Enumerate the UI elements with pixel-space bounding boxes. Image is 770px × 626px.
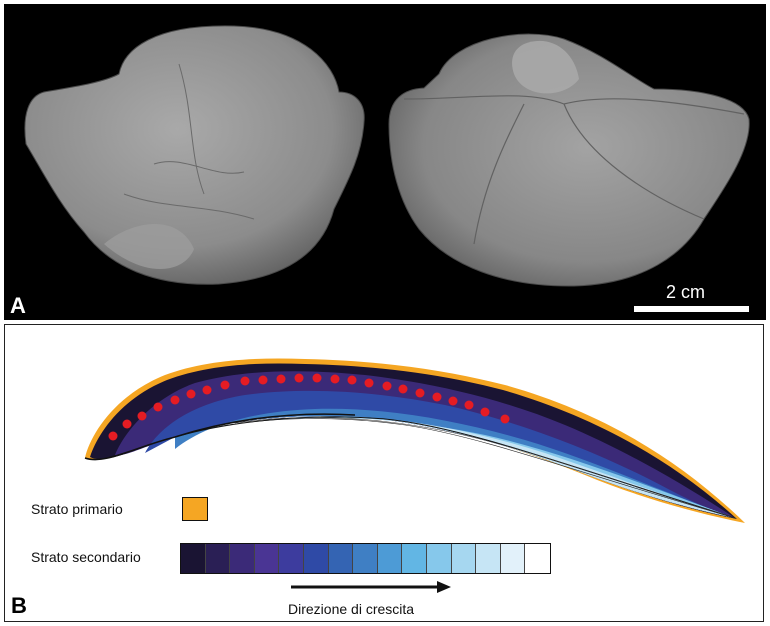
- secondary-swatch-cell: [205, 544, 231, 573]
- panel-b-diagram: Strato primario Strato secondario Direzi…: [4, 324, 764, 622]
- red-dot: [202, 385, 212, 395]
- legend-primary-label: Strato primario: [31, 501, 123, 517]
- red-dot: [432, 392, 442, 402]
- red-dot-series: [108, 373, 510, 441]
- growth-direction-arrow: [291, 581, 451, 593]
- red-dot: [382, 381, 392, 391]
- secondary-swatch-cell: [181, 544, 206, 573]
- shell-cross-section: [84, 358, 745, 523]
- red-dot: [448, 396, 458, 406]
- secondary-swatch-cell: [451, 544, 477, 573]
- red-dot: [153, 402, 163, 412]
- secondary-swatch-cell: [525, 544, 550, 573]
- red-dot: [240, 376, 250, 386]
- secondary-swatch-cell: [402, 544, 427, 573]
- secondary-swatch-cell: [230, 544, 255, 573]
- scale-bar-label: 2 cm: [666, 282, 706, 302]
- red-dot: [122, 419, 132, 429]
- red-dot: [398, 384, 408, 394]
- red-dot: [294, 373, 304, 383]
- secondary-swatch-cell: [303, 544, 329, 573]
- red-dot: [330, 374, 340, 384]
- legend-secondary-label: Strato secondario: [31, 549, 141, 565]
- secondary-swatch-cell: [279, 544, 304, 573]
- red-dot: [276, 374, 286, 384]
- red-dot: [500, 414, 510, 424]
- red-dot: [258, 375, 268, 385]
- fossil-specimens: [24, 25, 750, 287]
- red-dot: [170, 395, 180, 405]
- secondary-swatch-cell: [377, 544, 403, 573]
- red-dot: [364, 378, 374, 388]
- panel-letter-b: B: [11, 593, 27, 618]
- red-dot: [312, 373, 322, 383]
- secondary-swatch-cell: [426, 544, 452, 573]
- red-dot: [415, 388, 425, 398]
- red-dot: [347, 375, 357, 385]
- red-dot: [108, 431, 118, 441]
- red-dot: [220, 380, 230, 390]
- panel-a-photo: A 2 cm: [4, 4, 766, 320]
- secondary-swatch-cell: [353, 544, 378, 573]
- red-dot: [480, 407, 490, 417]
- growth-direction-label: Direzione di crescita: [288, 601, 415, 617]
- scale-bar: [634, 306, 749, 312]
- secondary-swatch-cell: [328, 544, 354, 573]
- secondary-swatch-cell: [476, 544, 501, 573]
- red-dot: [186, 389, 196, 399]
- primary-layer-swatch: [182, 497, 208, 521]
- secondary-layer-gradient-bar: [180, 543, 551, 574]
- red-dot: [137, 411, 147, 421]
- red-dot: [464, 400, 474, 410]
- secondary-swatch-cell: [500, 544, 526, 573]
- secondary-swatch-cell: [254, 544, 280, 573]
- panel-letter-a: A: [10, 293, 26, 318]
